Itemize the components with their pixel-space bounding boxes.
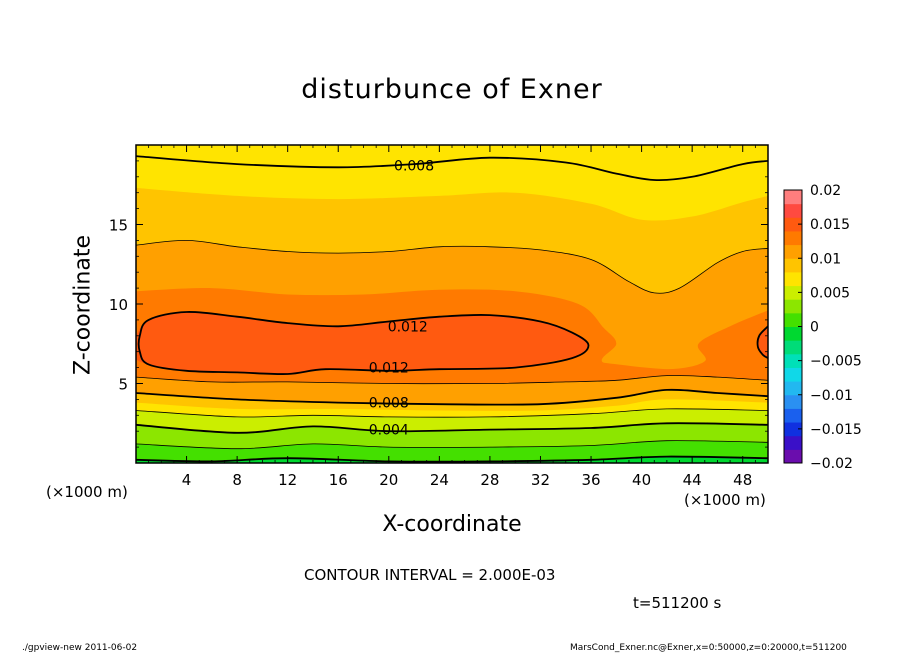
footer-right: MarsCond_Exner.nc@Exner,x=0:50000,z=0:20… bbox=[570, 643, 847, 653]
contour-line bbox=[136, 155, 768, 182]
colorbar-tick-label: −0.02 bbox=[810, 456, 853, 472]
contour-label: 0.008 bbox=[369, 396, 409, 412]
contour-labels: 0.008 0.012 0.012 0.008 0.004 bbox=[369, 159, 434, 439]
x-tick-label: 4 bbox=[182, 471, 192, 489]
contour-line bbox=[136, 455, 768, 463]
colorbar-segment bbox=[784, 367, 802, 382]
x-unit-label-right: (×1000 m) bbox=[684, 491, 766, 509]
colorbar-segment bbox=[784, 408, 802, 423]
x-axis-label-text: X-coordinate bbox=[382, 512, 522, 537]
x-tick-label: 24 bbox=[430, 471, 449, 489]
colorbar-tick-label: −0.005 bbox=[810, 354, 862, 370]
colorbar-tick-label: −0.015 bbox=[810, 422, 862, 438]
colorbar-segment bbox=[784, 312, 802, 327]
contour-label: 0.012 bbox=[369, 361, 409, 377]
colorbar-segment bbox=[784, 326, 802, 341]
x-unit-label-left: (×1000 m) bbox=[46, 483, 128, 501]
contour-line bbox=[756, 325, 768, 359]
colorbar-segment bbox=[784, 422, 802, 437]
x-tick-label: 12 bbox=[278, 471, 297, 489]
colorbar-tick-label: 0.015 bbox=[810, 217, 850, 233]
contour-label: 0.008 bbox=[394, 159, 434, 175]
x-axis-label: X-coordinate bbox=[0, 512, 904, 537]
colorbar-segment bbox=[784, 340, 802, 355]
colorbar-segment bbox=[784, 435, 802, 450]
colorbar-tick-label: 0.02 bbox=[810, 183, 841, 199]
contour-fill-band bbox=[136, 311, 589, 375]
time-text: t=511200 s bbox=[633, 594, 722, 612]
y-tick-label: 10 bbox=[109, 296, 128, 314]
x-axis: 4 8 12 16 20 24 28 32 36 40 44 48 bbox=[148, 145, 756, 489]
y-axis-label: Z-coordinate bbox=[70, 235, 96, 375]
colorbar-segment bbox=[784, 449, 802, 464]
contour-line bbox=[137, 311, 590, 375]
contour-line bbox=[136, 422, 768, 434]
contour-fill-band bbox=[136, 456, 768, 463]
contour-line bbox=[136, 408, 768, 418]
filled-contours bbox=[136, 145, 768, 463]
colorbar-segment bbox=[784, 381, 802, 396]
y-tick-label: 15 bbox=[109, 217, 128, 235]
contour-line bbox=[136, 388, 768, 406]
contour-label: 0.012 bbox=[388, 319, 428, 335]
colorbar-segment bbox=[784, 190, 802, 205]
y-axis: 5 10 15 bbox=[109, 160, 768, 448]
contour-line bbox=[136, 375, 768, 385]
colorbar-segment bbox=[784, 217, 802, 232]
contour-label: 0.004 bbox=[369, 423, 409, 439]
colorbar-segment bbox=[784, 394, 802, 409]
x-tick-label: 28 bbox=[480, 471, 499, 489]
y-tick-label: 5 bbox=[118, 376, 128, 394]
x-tick-label: 44 bbox=[683, 471, 702, 489]
colorbar-segment bbox=[784, 299, 802, 314]
footer-left: ./gpview-new 2011-06-02 bbox=[22, 643, 138, 653]
contour-lines bbox=[136, 155, 768, 463]
colorbar-segment bbox=[784, 353, 802, 368]
colorbar-segment bbox=[784, 258, 802, 273]
colorbar-segment bbox=[784, 285, 802, 300]
colorbar-tick-label: 0.01 bbox=[810, 251, 841, 267]
contour-line bbox=[136, 239, 768, 294]
x-tick-label: 16 bbox=[329, 471, 348, 489]
x-tick-label: 36 bbox=[581, 471, 600, 489]
colorbar: 0.02 0.015 0.01 0.005 0 −0.005 −0.01 −0.015 −0.0… bbox=[783, 183, 862, 472]
x-tick-label: 32 bbox=[531, 471, 550, 489]
colorbar-tick-label: −0.01 bbox=[810, 388, 853, 404]
x-tick-label: 8 bbox=[232, 471, 242, 489]
x-tick-label: 48 bbox=[733, 471, 752, 489]
colorbar-segment bbox=[784, 244, 802, 259]
colorbar-segment bbox=[784, 271, 802, 287]
colorbar-tick-label: 0.005 bbox=[810, 285, 850, 301]
x-tick-label: 20 bbox=[379, 471, 398, 489]
contour-line bbox=[136, 440, 768, 450]
contour-interval-text: CONTOUR INTERVAL = 2.000E-03 bbox=[304, 566, 556, 584]
colorbar-segment bbox=[784, 203, 802, 218]
chart-title: disturbunce of Exner bbox=[301, 74, 603, 105]
colorbar-segment bbox=[784, 230, 802, 246]
colorbar-tick-label: 0 bbox=[810, 320, 819, 336]
x-tick-label: 40 bbox=[632, 471, 651, 489]
